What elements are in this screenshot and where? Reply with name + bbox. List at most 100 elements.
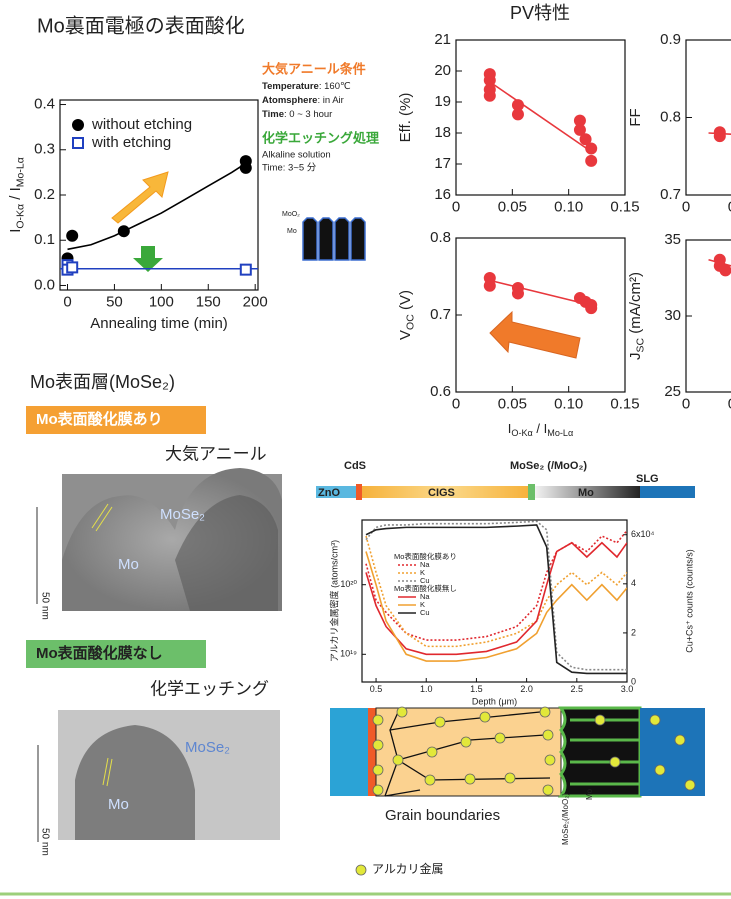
condition-value: : 160℃ xyxy=(319,81,351,92)
axis-label: VOC (V) xyxy=(397,290,416,340)
axis-label-part: Eff. (%) xyxy=(397,93,414,143)
y-tick-label: 0.6 xyxy=(430,383,451,400)
x-tick-label: 0.05 xyxy=(498,199,527,216)
legend-marker xyxy=(72,119,84,131)
condition-line: Time: 0 ~ 3 hour xyxy=(262,109,332,120)
axis-label-part: O-Kα xyxy=(14,204,26,229)
x-tick-label: 0.10 xyxy=(554,199,583,216)
tem-label: MoSe₂ xyxy=(185,739,230,756)
legend-label: Cu xyxy=(420,608,430,617)
point xyxy=(240,162,252,174)
x-tick-label: 0.15 xyxy=(610,396,639,413)
x-tick-label: 0.10 xyxy=(554,396,583,413)
layer-label: MoSe₂ (/MoO₂) xyxy=(510,460,587,472)
axis-label: IO-Kα / IMo-Lα xyxy=(7,157,26,233)
axis-label-part: Mo-Lα xyxy=(14,157,26,187)
point xyxy=(585,143,597,155)
point xyxy=(512,108,524,120)
x-tick-label: 0 xyxy=(452,199,460,216)
point xyxy=(714,130,726,142)
y-tick-label: 30 xyxy=(664,307,681,324)
y-tick-label: 10²⁰ xyxy=(340,579,357,589)
trend-arrow xyxy=(490,312,580,358)
y2-tick-label: 0 xyxy=(631,676,636,686)
y-tick-label: 0.9 xyxy=(660,31,681,48)
axis-label-part: FF xyxy=(627,108,644,126)
y2-tick-label: 6x10⁴ xyxy=(631,529,655,539)
layer-label: CIGS xyxy=(428,487,455,499)
x-tick-label: 0 xyxy=(682,396,690,413)
etching-line: Alkaline solution xyxy=(262,150,331,161)
condition-key: Time xyxy=(262,109,284,120)
condition-value: : 0 ~ 3 hour xyxy=(284,109,332,120)
slide: Mo裏面電極の表面酸化 PV特性 大気アニール条件 Temperature: 1… xyxy=(0,0,731,899)
layer xyxy=(356,484,362,500)
x-tick-label: 0.05 xyxy=(498,396,527,413)
x-tick-label: 1.0 xyxy=(420,684,433,694)
axis-label: FF xyxy=(627,108,644,126)
legend-label: アルカリ金属 xyxy=(372,861,444,876)
stack-sketch xyxy=(303,218,365,260)
legend-label: without etching xyxy=(91,116,192,133)
point xyxy=(719,264,731,276)
legend-marker xyxy=(73,138,83,148)
x-tick-label: 0 xyxy=(452,396,460,413)
y-tick-label: 0.7 xyxy=(660,186,681,203)
axis-label: IO-Kα / IMo-Lα xyxy=(508,421,574,438)
y-tick-label: 25 xyxy=(664,383,681,400)
layer-label: CdS xyxy=(344,460,366,472)
axis-label-part: (V) xyxy=(397,290,414,314)
plot-area xyxy=(484,68,597,167)
y-tick-label: 0.8 xyxy=(430,229,451,246)
axis-label: Cu+Cs⁺ counts (counts/s) xyxy=(684,549,694,653)
point xyxy=(67,262,77,272)
plot-area xyxy=(484,272,597,314)
x-tick-label: 100 xyxy=(149,294,174,311)
point xyxy=(241,265,251,275)
schematic-label: MoSe₂(/MoO₂) xyxy=(561,793,570,845)
y2-tick-label: 4 xyxy=(631,578,636,588)
x-tick-label: 150 xyxy=(196,294,221,311)
sketch-label: MoO₂ xyxy=(282,211,300,218)
point xyxy=(512,287,524,299)
layer-label: Mo xyxy=(578,487,594,499)
axis-label: JSC (mA/cm²) xyxy=(627,272,646,360)
x-tick-label: 1.5 xyxy=(470,684,483,694)
x-tick-label: 0.15 xyxy=(610,199,639,216)
axis-label-part: V xyxy=(397,330,414,340)
tem-label: Mo xyxy=(118,556,139,573)
y-tick-label: 0.4 xyxy=(34,95,55,112)
x-tick-label: 200 xyxy=(243,294,268,311)
y-tick-label: 0.3 xyxy=(34,141,55,158)
y-tick-label: 35 xyxy=(664,231,681,248)
axis-label-part: / I xyxy=(533,421,547,436)
y2-tick-label: 2 xyxy=(631,627,636,637)
condition: 大気アニール xyxy=(165,444,267,463)
axis-label-part: (mA/cm²) xyxy=(627,272,644,338)
y-tick-label: 21 xyxy=(434,31,451,48)
y-tick-label: 17 xyxy=(434,155,451,172)
layer xyxy=(528,484,535,500)
scale-label: 50 nm xyxy=(39,592,50,620)
conditions-title: 大気アニール条件 xyxy=(262,61,366,76)
axis-label-part: / I xyxy=(7,187,24,204)
tem-title: Mo表面層(MoSe₂) xyxy=(30,372,175,392)
series-line xyxy=(366,551,627,661)
x-tick-label: 0.5 xyxy=(370,684,383,694)
condition-line: Atomsphere: in Air xyxy=(262,95,344,106)
condition: 化学エッチング xyxy=(150,679,269,698)
point xyxy=(585,155,597,167)
y-tick-label: 18 xyxy=(434,124,451,141)
pv-title: PV特性 xyxy=(510,3,570,23)
schematic-label: Mo xyxy=(585,788,594,800)
y-tick-label: 0.7 xyxy=(430,306,451,323)
axis-label-part: O-Kα xyxy=(511,428,532,438)
axis-label-part: J xyxy=(627,352,644,360)
layer xyxy=(640,486,695,498)
tem-label: Mo xyxy=(108,796,129,813)
condition-line: Temperature: 160℃ xyxy=(262,81,351,92)
x-tick-label: 0 xyxy=(682,199,690,216)
trend-arrow xyxy=(112,172,168,223)
point xyxy=(484,280,496,292)
etching-title: 化学エッチング処理 xyxy=(262,130,379,145)
